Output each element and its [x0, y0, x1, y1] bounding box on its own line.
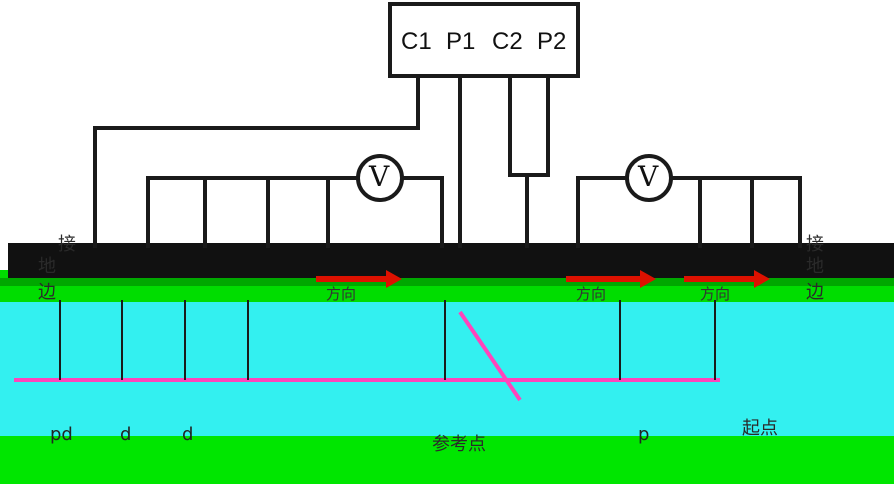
start-point-label: 起点	[742, 418, 778, 439]
terminal-c2: C2	[492, 28, 523, 55]
soil-layer	[0, 300, 894, 440]
earth-tester-box	[388, 2, 580, 78]
right-voltmeter-symbol: V	[638, 160, 659, 193]
direction-label-3: 方向	[700, 285, 731, 303]
left-edge-label-3: 边	[38, 282, 56, 303]
right-edge-label-2: 地	[806, 256, 824, 277]
direction-label-1: 方向	[326, 285, 357, 303]
p-label: p	[638, 424, 650, 445]
left-voltmeter-symbol: V	[369, 160, 390, 193]
spacing-label-d1: d	[120, 424, 132, 445]
spacing-label-d2: d	[182, 424, 194, 445]
direction-label-2: 方向	[576, 285, 607, 303]
terminal-p1: P1	[446, 28, 476, 55]
surface-stripe	[0, 278, 894, 286]
electrode-drops	[59, 300, 716, 380]
diagonal-measure-line	[458, 310, 522, 402]
left-edge-label-1: 接	[58, 234, 76, 255]
left-voltmeter	[356, 154, 404, 202]
ground-band	[8, 243, 894, 278]
terminal-p2: P2	[537, 28, 567, 55]
spacing-label-pd: pd	[50, 424, 73, 445]
direction-arrows	[316, 270, 770, 288]
left-edge-label-2: 地	[38, 256, 56, 277]
right-edge-label-3: 边	[806, 282, 824, 303]
reference-point-label: 参考点	[432, 434, 486, 455]
right-edge-label-1: 接	[806, 234, 824, 255]
terminal-c1: C1	[401, 28, 432, 55]
wiring	[93, 76, 802, 248]
right-voltmeter	[625, 154, 673, 202]
bottom-surface-layer	[0, 436, 894, 484]
